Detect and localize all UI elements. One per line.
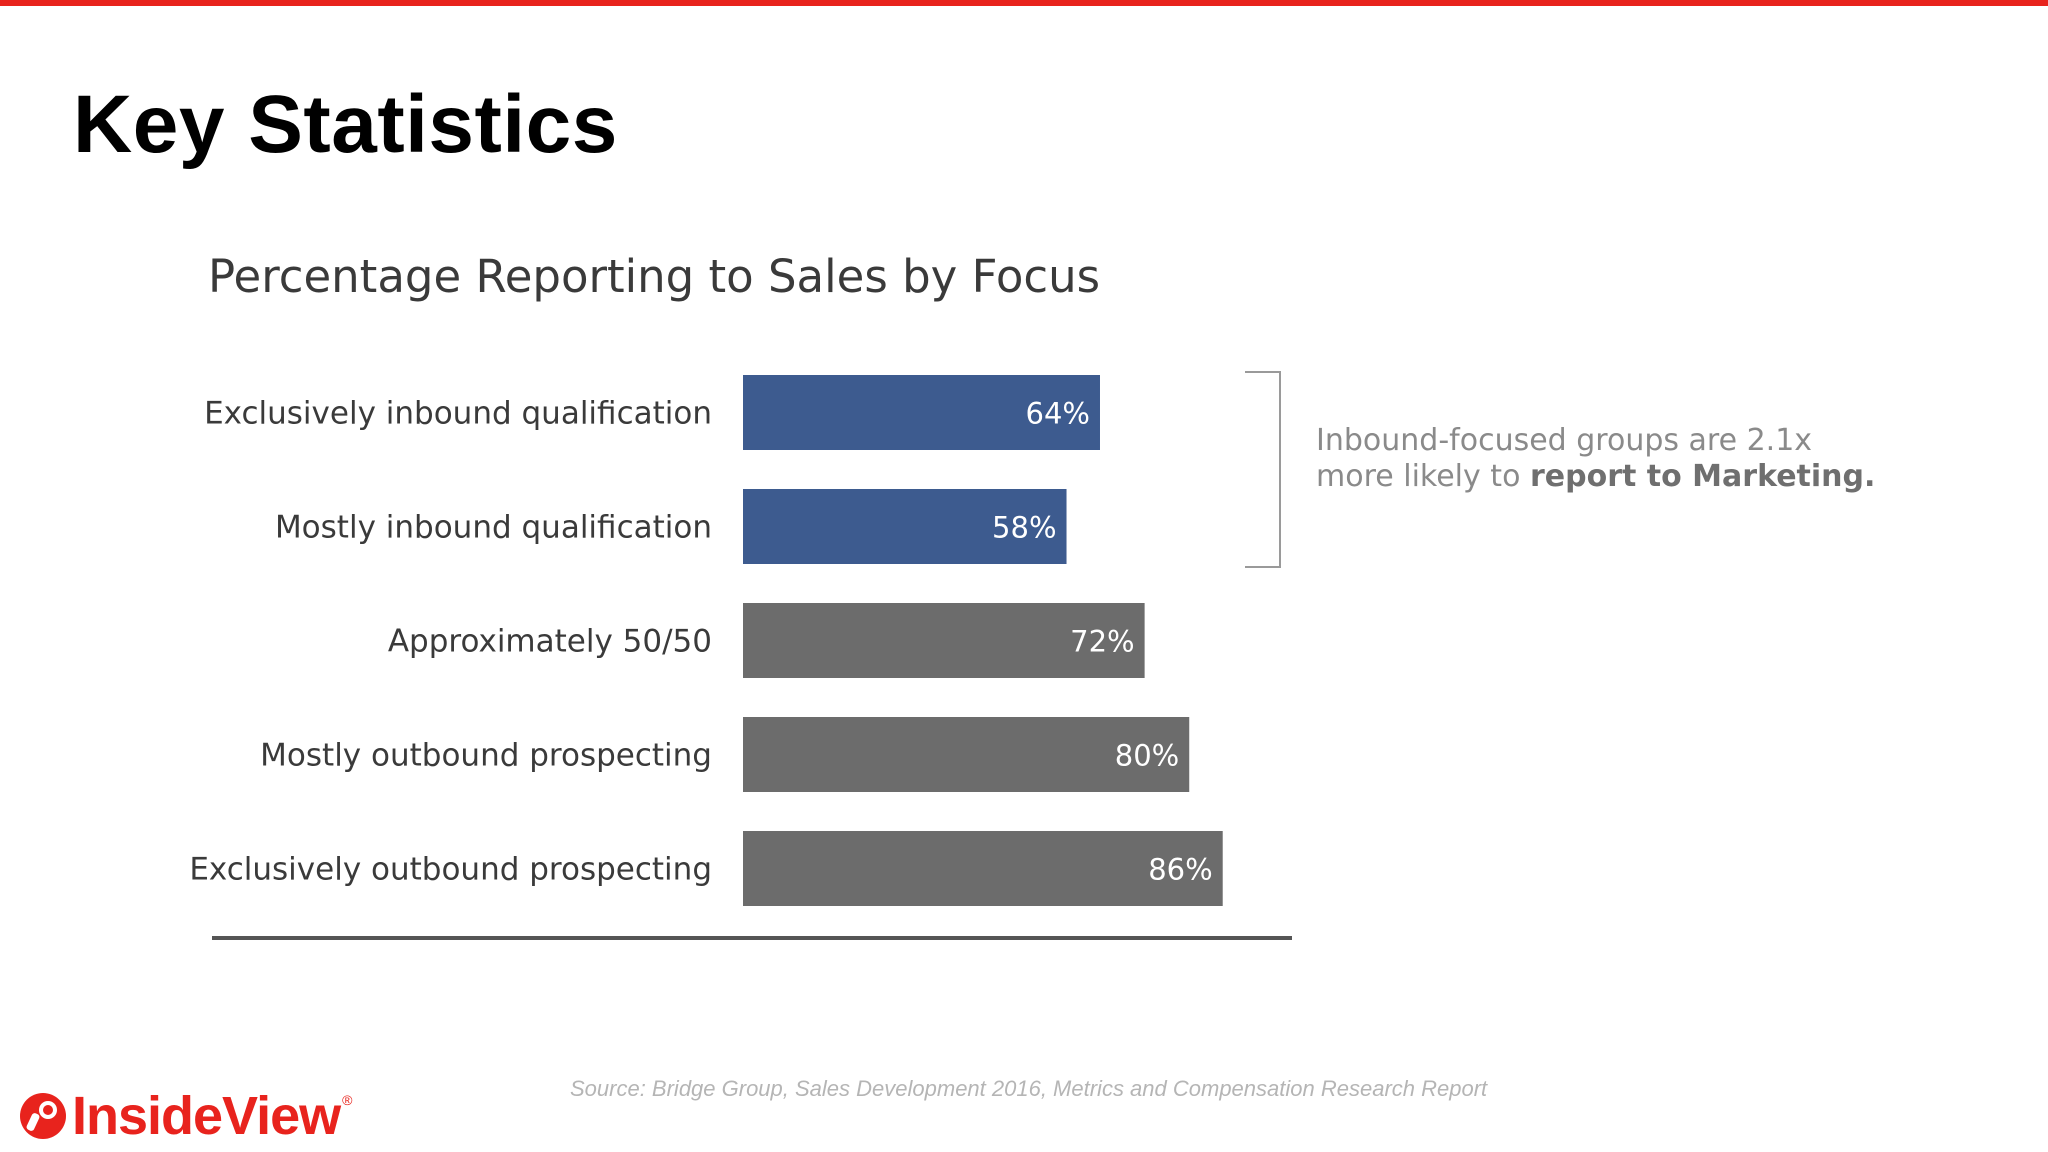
callout-text: Inbound-focused groups are 2.1x more lik…	[1316, 423, 1876, 495]
bar	[743, 489, 1067, 564]
callout-line-2-bold: report to Marketing.	[1529, 459, 1876, 494]
category-label: Mostly outbound prospecting	[260, 738, 712, 774]
bar	[743, 831, 1223, 906]
category-label: Mostly inbound qualification	[275, 510, 712, 546]
logo-mark-icon	[20, 1093, 66, 1139]
data-label: 80%	[1115, 739, 1179, 773]
data-label: 58%	[992, 511, 1056, 545]
slide-title: Key Statistics	[73, 79, 618, 170]
category-label: Exclusively outbound prospecting	[189, 852, 712, 888]
callout-line-2: more likely to report to Marketing.	[1316, 459, 1876, 495]
bar	[743, 717, 1190, 792]
callout-line-1: Inbound-focused groups are 2.1x	[1316, 423, 1813, 458]
logo-wordmark: InsideView	[72, 1086, 341, 1146]
bars-layer: Exclusively inbound qualification 64% Most…	[189, 375, 1223, 906]
callout-line-2-plain: more likely to	[1316, 459, 1530, 494]
bar	[743, 375, 1100, 450]
registered-icon: ®	[342, 1092, 353, 1108]
data-label: 64%	[1026, 397, 1090, 431]
category-label: Exclusively inbound qualification	[204, 396, 712, 432]
data-label: 86%	[1148, 853, 1212, 887]
callout-bracket	[1245, 371, 1281, 568]
category-label: Approximately 50/50	[388, 624, 712, 660]
source-citation: Source: Bridge Group, Sales Development …	[570, 1076, 1488, 1101]
chart-title: Percentage Reporting to Sales by Focus	[208, 250, 1101, 303]
top-accent-bar	[0, 0, 2048, 6]
bar	[743, 603, 1145, 678]
insideview-logo: InsideView ®	[18, 1086, 352, 1146]
data-label: 72%	[1070, 625, 1134, 659]
